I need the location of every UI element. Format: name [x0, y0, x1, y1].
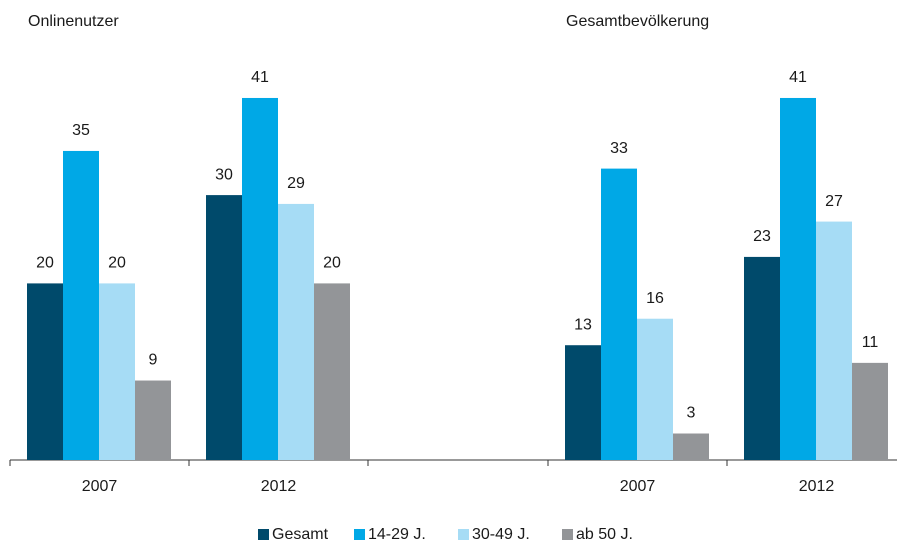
x-tick-label: 2012: [799, 478, 835, 495]
data-label: 30: [215, 166, 233, 183]
x-tick-label: 2007: [82, 478, 118, 495]
bar: [278, 203, 314, 460]
bar: [242, 97, 278, 460]
data-label: 23: [753, 228, 771, 245]
bar: [816, 221, 852, 460]
legend-label: Gesamt: [272, 526, 329, 543]
data-label: 20: [108, 255, 126, 272]
bar: [27, 283, 63, 460]
legend-swatch: [458, 529, 469, 540]
data-label: 41: [251, 69, 269, 86]
bar: [565, 345, 601, 460]
legend-label: ab 50 J.: [576, 526, 633, 543]
legend-swatch: [258, 529, 269, 540]
data-label: 41: [789, 69, 807, 86]
panel-title: Gesamtbevölkerung: [566, 13, 709, 30]
data-label: 13: [574, 316, 592, 333]
bar: [314, 283, 350, 460]
legend-swatch: [354, 529, 365, 540]
data-label: 11: [862, 334, 879, 351]
bar: [206, 195, 242, 460]
bar: [63, 150, 99, 460]
data-label: 9: [149, 352, 158, 369]
bar: [673, 433, 709, 460]
data-label: 27: [825, 193, 843, 210]
data-label: 35: [72, 122, 90, 139]
bar: [852, 362, 888, 460]
data-label: 20: [36, 255, 54, 272]
bar: [99, 283, 135, 460]
x-tick-label: 2012: [261, 478, 297, 495]
panel-title: Onlinenutzer: [28, 13, 119, 30]
data-label: 20: [323, 255, 341, 272]
legend-label: 30-49 J.: [472, 526, 530, 543]
data-label: 33: [610, 140, 628, 157]
bar: [780, 97, 816, 460]
x-tick-label: 2007: [620, 478, 656, 495]
bar: [744, 256, 780, 460]
bar: [135, 380, 171, 460]
legend-label: 14-29 J.: [368, 526, 426, 543]
data-label: 16: [646, 290, 664, 307]
legend-swatch: [562, 529, 573, 540]
bar: [601, 168, 637, 461]
bar: [637, 318, 673, 460]
data-label: 29: [287, 175, 305, 192]
data-label: 3: [687, 405, 696, 422]
